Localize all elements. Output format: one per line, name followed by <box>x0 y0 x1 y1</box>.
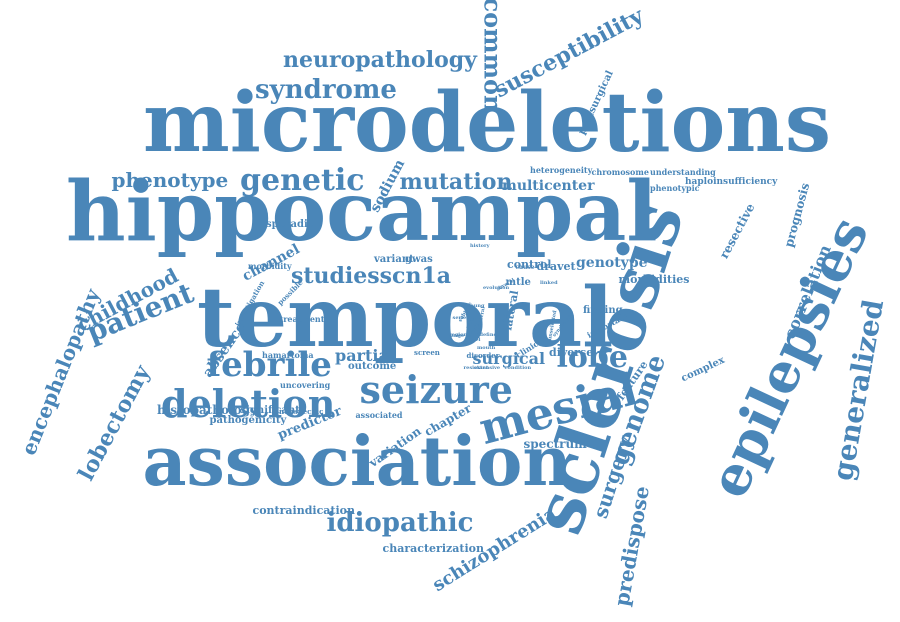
word-associated: associated <box>356 411 403 419</box>
word-extensive: extensive <box>474 366 500 371</box>
word-spectrum: spectrum <box>524 438 587 450</box>
word-complex: complex <box>680 356 726 385</box>
word-chromosome: chromosome <box>592 168 649 176</box>
word-multicenter: multicenter <box>502 179 594 193</box>
word-defined: defined <box>480 333 501 338</box>
word-linked: linked <box>540 281 558 286</box>
word-characterization: characterization <box>383 543 484 554</box>
word-neuropathology: neuropathology <box>283 49 477 71</box>
word-outcome: outcome <box>348 362 396 372</box>
word-diverse: diverse <box>549 347 593 358</box>
word-haploinsufficiency: haploinsufficiency <box>685 178 777 187</box>
word-gwas: gwas <box>405 255 433 265</box>
word-treatment: treatment <box>280 315 325 323</box>
word-understanding: understanding <box>650 168 716 176</box>
word-dravet: dravet <box>537 261 576 272</box>
word-syndrome: syndrome <box>255 77 397 103</box>
word-mouth: mouth <box>477 346 495 351</box>
word-genetic: genetic <box>240 166 364 196</box>
word-morbidity: morbidity <box>248 262 292 270</box>
word-cause: cause <box>516 265 535 271</box>
word-genotype: genotype <box>576 256 648 270</box>
word-mutation: mutation <box>400 171 513 193</box>
word-morbidities: morbidities <box>619 274 690 285</box>
word-hamartoma: hamartoma <box>262 351 314 359</box>
word-disorder: disorder <box>467 352 500 359</box>
word-uncovering: uncovering <box>280 381 330 389</box>
word-level: level <box>468 338 481 343</box>
word-phenotype: phenotype <box>112 170 229 190</box>
word-condition: condition <box>505 366 532 371</box>
word-pathogenicity: pathogenicity <box>210 416 287 426</box>
word-history: history <box>470 244 490 249</box>
word-resective: resective <box>718 202 757 261</box>
word-sporadic: sporadic <box>266 220 314 230</box>
word-predispose: predispose <box>611 484 652 607</box>
word-contraindication: contraindication <box>253 505 356 516</box>
word-prognosis: prognosis <box>783 182 812 249</box>
word-studiesscn1a: studiesscn1a <box>291 265 451 287</box>
word-heterogeneity: heterogeneity <box>530 166 592 174</box>
word-lobectomy: lobectomy <box>74 362 153 484</box>
word-young: young <box>468 304 485 309</box>
word-encephalopathy: encephalopathy <box>18 286 103 458</box>
word-range: range <box>448 334 464 339</box>
word-screen: screen <box>414 349 440 356</box>
